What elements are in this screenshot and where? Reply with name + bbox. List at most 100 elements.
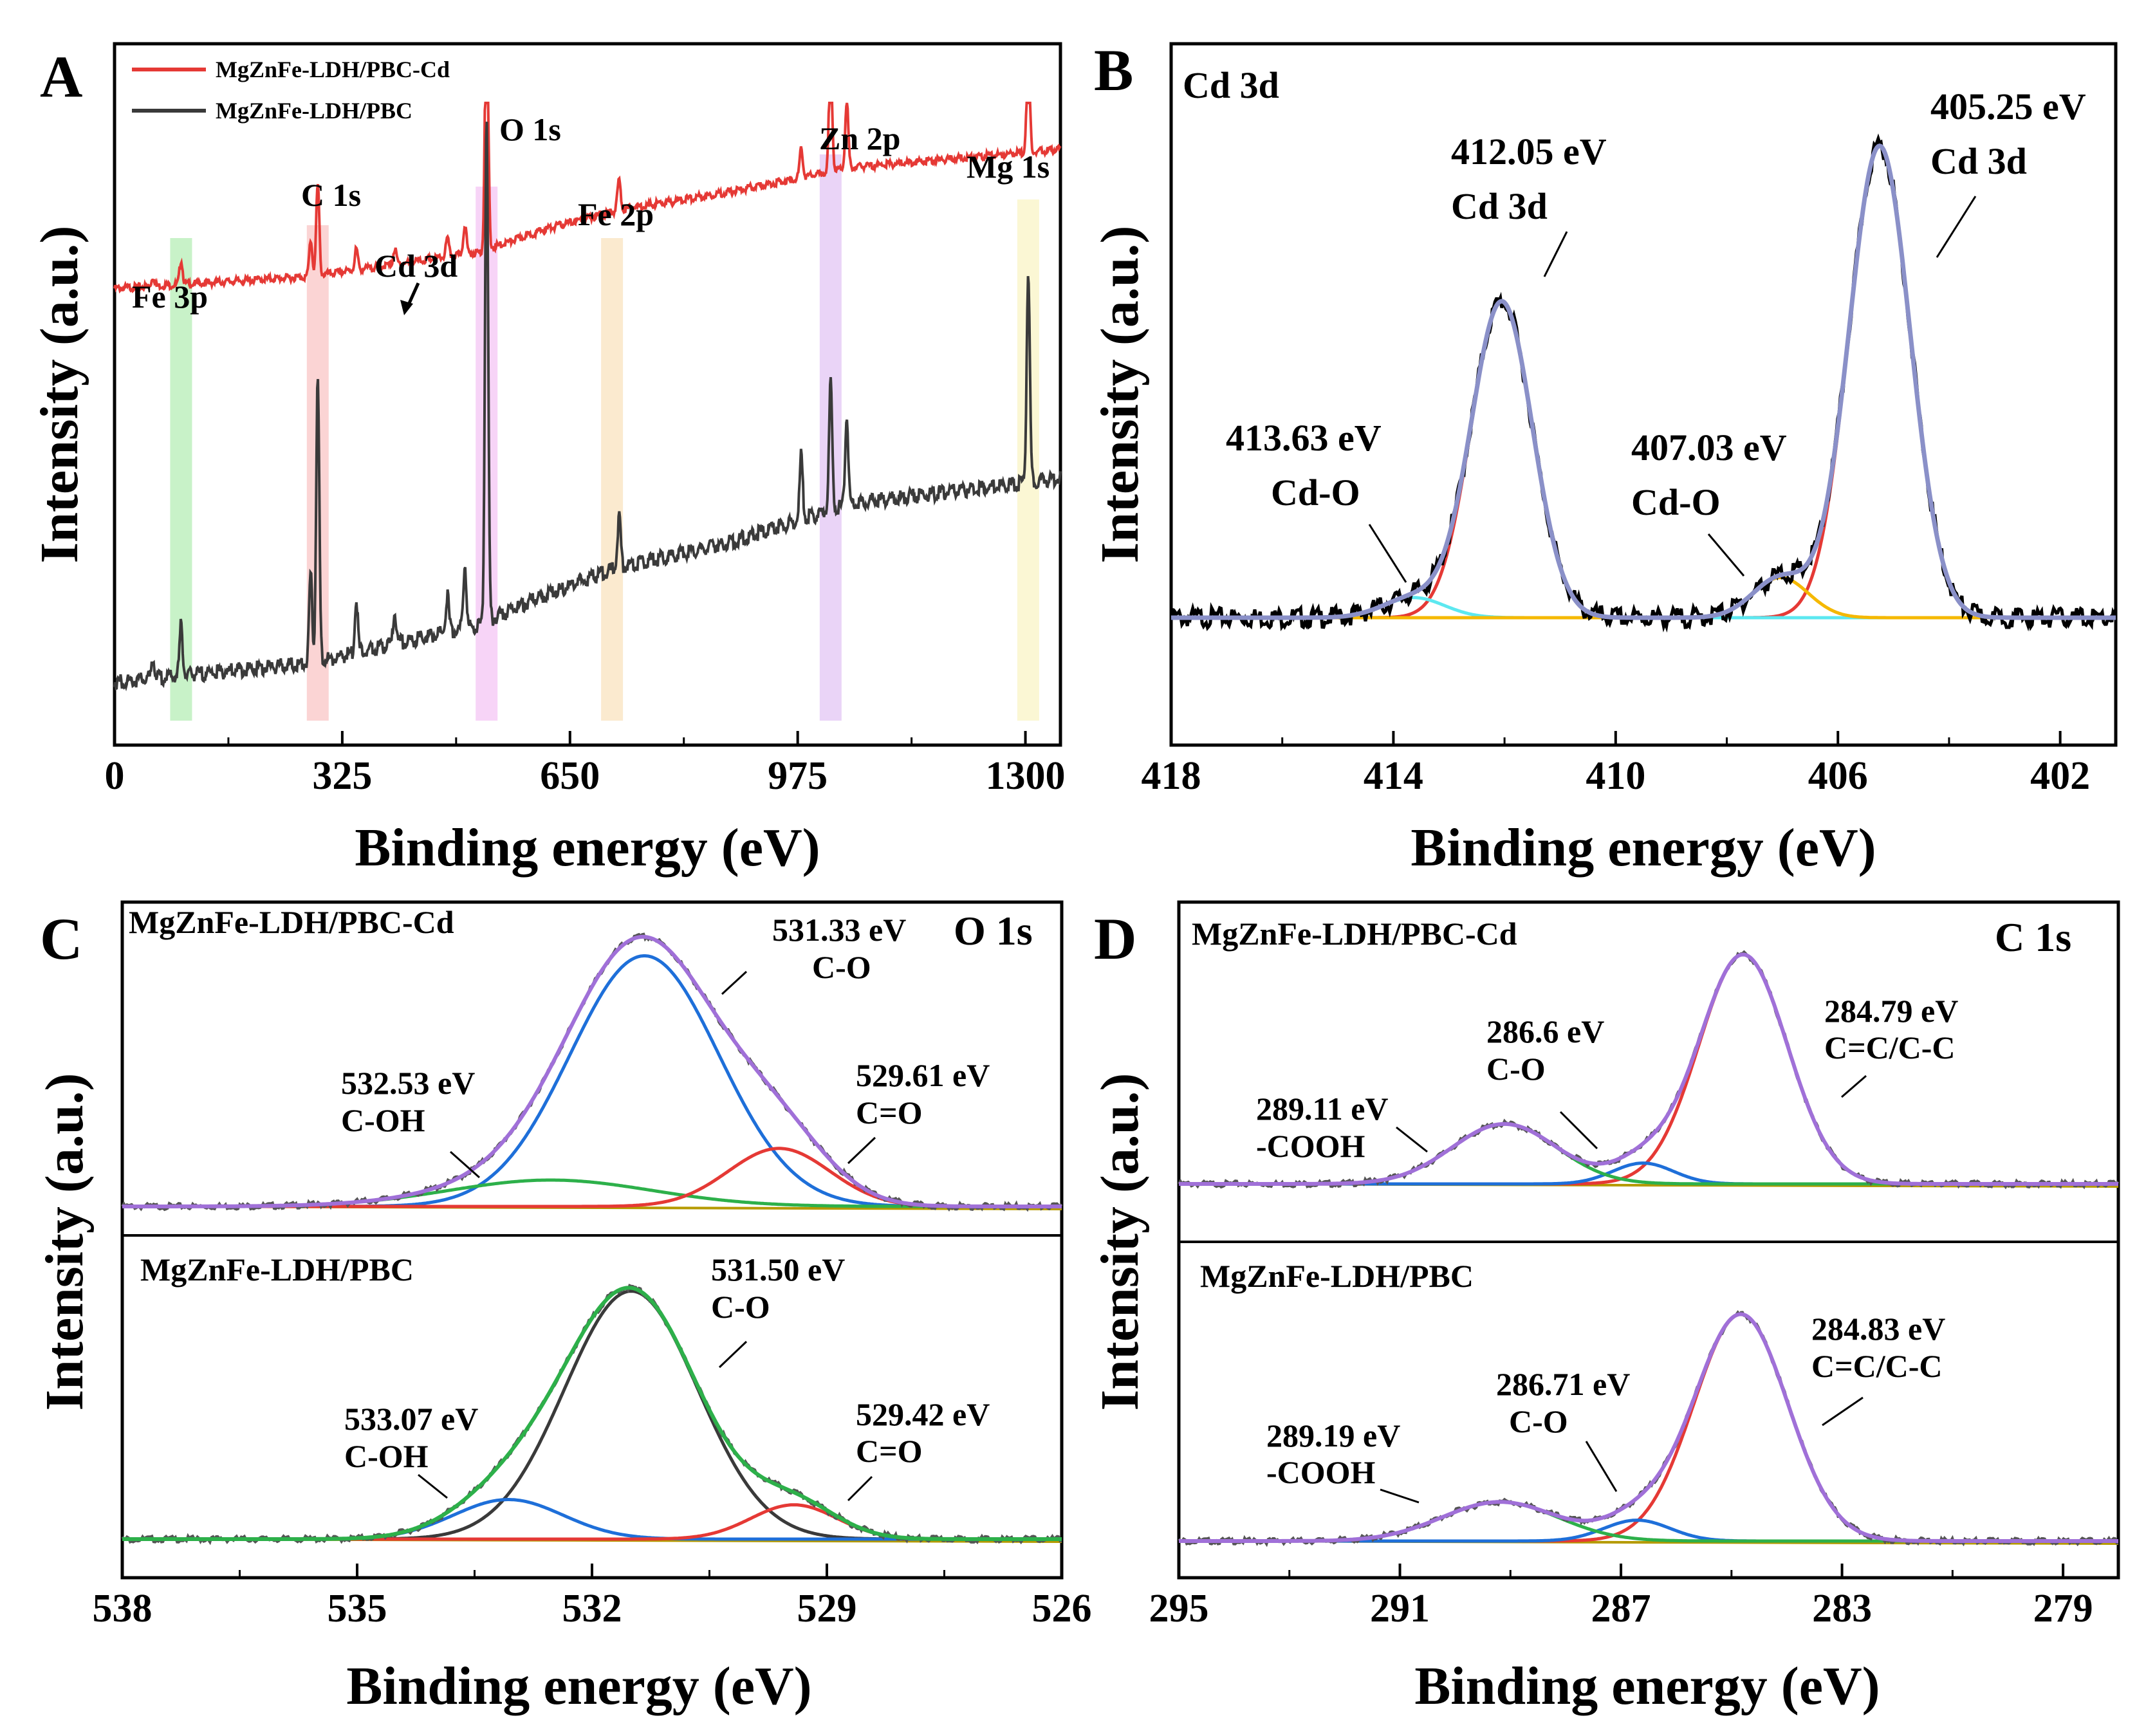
c-top-arrow-3 (847, 1136, 876, 1165)
c-bot-ann-3-value: 529.42 eV (856, 1396, 990, 1432)
panel-a-xlabel: Binding energy (eV) (355, 818, 820, 878)
panel-c-tick-label-1: 535 (328, 1587, 387, 1630)
panel-a-ylabel: Intensity (a.u.) (30, 225, 89, 563)
d-bot-ann-2-value: 286.71 eV (1496, 1366, 1630, 1402)
label-c1s: C 1s (301, 177, 361, 213)
panel-c-xlabel: Binding energy (eV) (346, 1656, 811, 1716)
panel-c-title: O 1s (954, 908, 1033, 954)
b-ann-40525-value: 405.25 eV (1930, 86, 2086, 127)
panel-a-x-ticks: 0 325 650 975 1300 (105, 731, 1066, 798)
panel-d-top-fit-envelope (1179, 952, 2118, 1186)
panel-b-ylabel: Intensity (a.u.) (1090, 225, 1150, 563)
d-bot-arrow-2 (1585, 1441, 1618, 1492)
panel-c: C 538 535 532 529 526 O 1s MgZnFe-LDH/PBC-Cd… (35, 900, 1092, 1716)
label-zn2p: Zn 2p (819, 120, 900, 156)
panel-c-bottom-fit-envelope (122, 1286, 1062, 1541)
panel-b-curves (1169, 133, 2118, 633)
d-top-arrow-2 (1559, 1111, 1598, 1150)
cd3d-arrowhead (400, 300, 413, 315)
d-top-ann-1-label: C=C/C-C (1824, 1030, 1955, 1066)
series-cd-line (113, 102, 1062, 294)
d-bot-ann-1-label: C=C/C-C (1811, 1348, 1942, 1384)
d-top-ann-2-label: C-O (1486, 1051, 1546, 1087)
band-o1s (476, 187, 498, 721)
panel-d-ylabel: Intensity (a.u.) (1090, 1073, 1150, 1410)
b-ann-40703-value: 407.03 eV (1631, 427, 1787, 468)
c-top-ann-3-value: 529.61 eV (856, 1057, 990, 1093)
panel-d-curves (1178, 950, 2120, 1547)
panel-b-letter: B (1094, 37, 1133, 103)
panel-d-tick-label-1: 291 (1370, 1587, 1430, 1630)
d-bot-arrow-3 (1380, 1488, 1420, 1504)
label-fe3p: Fe 3p (132, 279, 208, 315)
panel-c-tick-label-2: 532 (562, 1587, 622, 1630)
c-top-ann-1-label: C-O (812, 949, 871, 985)
panel-c-tick-label-3: 529 (797, 1587, 857, 1630)
panel-b-frame (1169, 42, 2118, 747)
panel-c-frame (120, 900, 1064, 1580)
panel-c-curves (121, 932, 1063, 1546)
b-ann-41205-label: Cd 3d (1451, 185, 1548, 227)
c-top-ann-2-label: C-OH (341, 1102, 425, 1138)
d-top-sample: MgZnFe-LDH/PBC-Cd (1192, 916, 1517, 952)
panel-b-title: Cd 3d (1183, 64, 1279, 106)
c-top-sample: MgZnFe-LDH/PBC-Cd (129, 904, 454, 940)
c-top-ann-1-value: 531.33 eV (772, 912, 906, 948)
c-top-ann-2-value: 532.53 eV (341, 1065, 475, 1101)
panel-c-letter: C (40, 906, 82, 972)
panel-a-curves (113, 102, 1062, 692)
panel-b-tick-label-0: 418 (1142, 754, 1201, 798)
panel-d-title: C 1s (1995, 914, 2071, 960)
c-bottom-sample: MgZnFe-LDH/PBC (140, 1251, 414, 1288)
panel-b: B Cd 3d 418 414 410 406 402 413.63 eV Cd-O 4… (1090, 37, 2118, 878)
d-bottom-sample: MgZnFe-LDH/PBC (1200, 1258, 1474, 1294)
label-mg1s: Mg 1s (967, 149, 1050, 185)
cd3d-52-peak (1171, 144, 2116, 620)
panel-d-xlabel: Binding energy (eV) (1414, 1656, 1880, 1716)
d-top-ann-2-value: 286.6 eV (1486, 1013, 1604, 1049)
c-bot-ann-1-label: C-O (711, 1289, 770, 1325)
panel-c-ylabel: Intensity (a.u.) (35, 1073, 95, 1410)
panel-c-tick-label-4: 526 (1032, 1587, 1092, 1630)
panel-d-frame (1177, 900, 2120, 1580)
panel-a: A 0 325 650 975 1300 MgZnFe-LDH/PBC-Cd MgZnF… (30, 42, 1066, 878)
d-bot-arrow-1 (1822, 1396, 1864, 1427)
d-bot-ann-2-label: C-O (1509, 1403, 1568, 1439)
c-bot-ann-1-value: 531.50 eV (711, 1251, 845, 1288)
label-fe2p: Fe 2p (578, 196, 654, 232)
panel-a-tick-label-0: 0 (105, 754, 125, 798)
panel-a-tick-label-1: 325 (312, 754, 372, 798)
panel-c-top-component-2 (122, 1147, 1062, 1208)
band-fe2p (601, 238, 624, 721)
panel-d: D 295 291 287 283 279 C 1s MgZnFe-LDH/PBC-Cd… (1090, 900, 2120, 1716)
panel-a-tick-label-3: 975 (768, 754, 828, 798)
legend-label-base: MgZnFe-LDH/PBC (216, 98, 412, 124)
panel-b-x-ticks: 418 414 410 406 402 (1142, 731, 2090, 798)
panel-a-frame (113, 42, 1062, 747)
b-ann-40703-label: Cd-O (1631, 481, 1721, 523)
legend-label-cd: MgZnFe-LDH/PBC-Cd (216, 57, 450, 82)
b-ann-40525-label: Cd 3d (1930, 140, 2027, 182)
panel-b-tick-label-4: 402 (2030, 754, 2090, 798)
c-bot-arrow-3 (847, 1475, 873, 1502)
panel-b-tick-label-2: 410 (1586, 754, 1645, 798)
c-bot-ann-3-label: C=O (856, 1433, 923, 1469)
panel-a-letter: A (40, 44, 82, 109)
d-top-ann-3-label: -COOH (1256, 1128, 1365, 1164)
panel-c-top-fit-envelope (122, 934, 1062, 1208)
b-ann-41363-label: Cd-O (1271, 472, 1360, 513)
c-bot-arrow-1 (718, 1340, 748, 1369)
d-bot-ann-1-value: 284.83 eV (1811, 1311, 1945, 1347)
label-o1s: O 1s (499, 111, 561, 147)
panel-c-tick-label-0: 538 (93, 1587, 153, 1630)
cd3d-raw-data (1169, 133, 2118, 633)
series-base-line (113, 122, 1062, 692)
panel-a-highlight-bands (170, 154, 1039, 721)
d-top-ann-3-value: 289.11 eV (1256, 1091, 1389, 1127)
d-bot-ann-3-value: 289.19 eV (1266, 1417, 1400, 1454)
b-ann-41205-value: 412.05 eV (1451, 131, 1607, 172)
panel-d-tick-label-2: 287 (1591, 1587, 1651, 1630)
band-c1s (306, 225, 329, 721)
c-bot-ann-2-value: 533.07 eV (344, 1401, 478, 1437)
